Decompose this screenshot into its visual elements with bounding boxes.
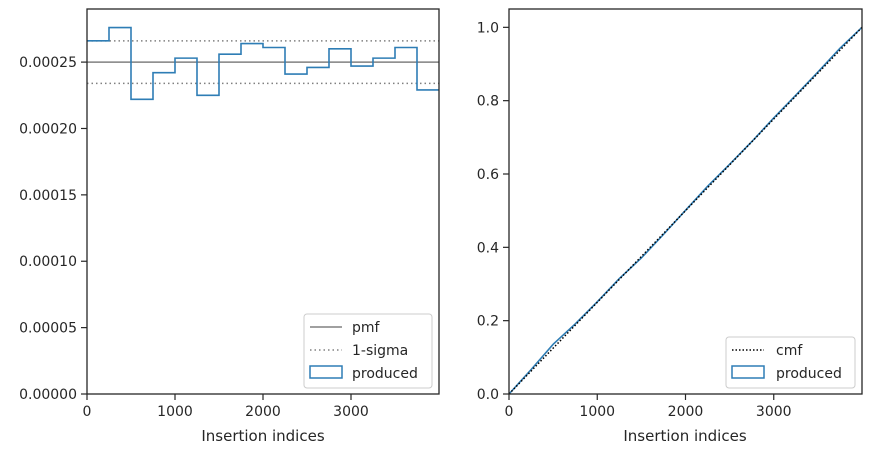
- hist-bin-5: [197, 95, 219, 394]
- hist-bin-4: [175, 58, 197, 394]
- legend-sigma-label: 1-sigma: [352, 343, 408, 359]
- right-legend-frame: [725, 336, 856, 389]
- left-ytick-label-5: 0.00025: [19, 55, 77, 71]
- hist-bin-3: [153, 73, 175, 394]
- hist-bin-8: [263, 48, 285, 395]
- legend-produced-label-right: produced: [776, 366, 842, 382]
- hist-bin-6: [219, 54, 241, 394]
- left-ytick-label-1: 0.00005: [19, 321, 77, 337]
- right-ytick-label-1: 0.2: [477, 314, 499, 330]
- left-xtick-label-2: 2000: [245, 404, 281, 420]
- left-ytick-label-2: 0.00010: [19, 254, 77, 270]
- right-ytick-label-4: 0.8: [477, 94, 499, 110]
- legend-pmf-label: pmf: [352, 320, 381, 336]
- hist-bin-2: [131, 99, 153, 394]
- hist-bin-1: [109, 28, 131, 394]
- left-ticks: 0 1000 2000 3000 0.00000 0.00005 0.00010 0.0001…: [19, 55, 369, 420]
- produced-histogram: [87, 26, 439, 101]
- hist-bin-0: [87, 41, 109, 394]
- right-plot-area: [508, 26, 863, 395]
- right-ytick-label-3: 0.6: [477, 167, 499, 183]
- legend-produced-swatch: [309, 365, 343, 379]
- legend-cmf-label: cmf: [776, 343, 803, 359]
- left-legend: pmf 1-sigma produced: [303, 313, 433, 389]
- right-xtick-label-3: 3000: [756, 404, 792, 420]
- left-ytick-label-3: 0.00015: [19, 188, 77, 204]
- legend-produced-label: produced: [352, 366, 418, 382]
- left-plot-area: [87, 26, 439, 395]
- hist-bin-7: [241, 44, 263, 394]
- right-ytick-label-5: 1.0: [477, 20, 499, 36]
- left-ytick-label-0: 0.00000: [19, 387, 77, 403]
- right-ytick-label-2: 0.4: [477, 240, 499, 256]
- right-xlabel: Insertion indices: [623, 427, 746, 445]
- right-xtick-label-2: 2000: [668, 404, 704, 420]
- left-xtick-label-1: 1000: [157, 404, 193, 420]
- right-xtick-label-1: 1000: [579, 404, 615, 420]
- right-legend: cmf produced: [725, 336, 856, 389]
- left-legend-frame: [303, 313, 433, 389]
- right-panel: 0 1000 2000 3000 0.0 0.2 0.4 0.6 0.8 1.0 Insertio…: [477, 8, 863, 445]
- right-xtick-label-0: 0: [505, 404, 514, 420]
- cmf-line: [508, 26, 863, 395]
- left-xtick-label-3: 3000: [333, 404, 369, 420]
- left-xtick-label-0: 0: [83, 404, 92, 420]
- right-ytick-label-0: 0.0: [477, 387, 499, 403]
- legend-produced-swatch-right: [731, 365, 765, 379]
- right-ticks: 0 1000 2000 3000 0.0 0.2 0.4 0.6 0.8 1.0: [477, 20, 792, 420]
- left-xlabel: Insertion indices: [201, 427, 324, 445]
- left-panel: 0 1000 2000 3000 0.00000 0.00005 0.00010 0.0001…: [19, 8, 440, 445]
- left-ytick-label-4: 0.00020: [19, 121, 77, 137]
